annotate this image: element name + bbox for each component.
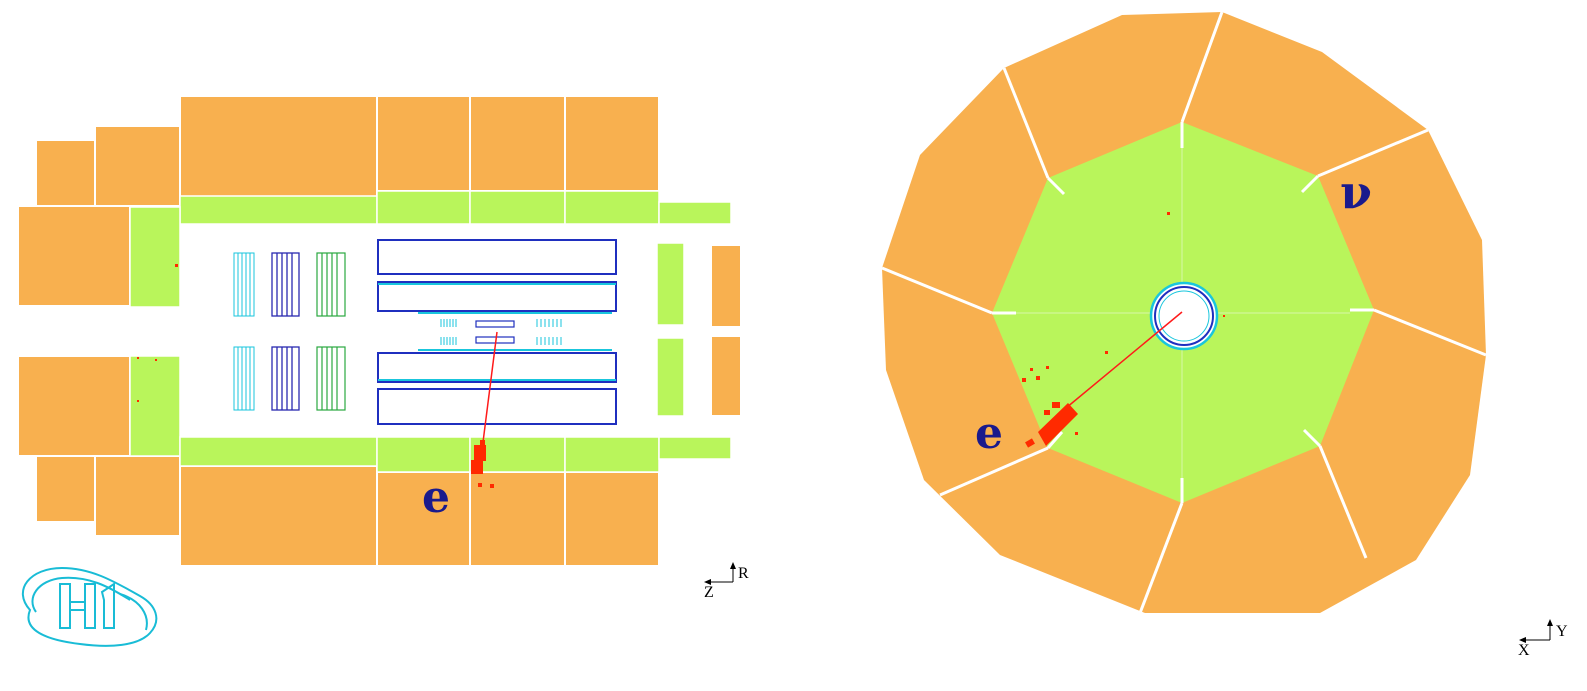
front-central-tracker — [1149, 281, 1219, 351]
axis-r-label: R — [738, 565, 749, 582]
calo-cell — [179, 95, 378, 207]
front-neutrino-label: ν — [1340, 165, 1372, 219]
calo-cell — [564, 95, 660, 192]
calo-cell — [376, 471, 471, 567]
silicon-layer — [475, 320, 515, 328]
silicon-tracker — [475, 320, 515, 344]
electron-track-side — [481, 331, 498, 451]
silicon-strips — [440, 319, 562, 345]
calo-cell — [376, 436, 471, 473]
electron-deposit-side — [137, 264, 494, 488]
side-outer-calorimeter — [17, 95, 660, 567]
h1-logo-icon — [21, 566, 158, 647]
front-electron-label: e — [975, 408, 1003, 459]
calo-cell — [658, 436, 732, 460]
front-inner-ticks — [992, 122, 1374, 503]
calo-cell — [94, 125, 181, 207]
calo-cell — [17, 205, 131, 307]
axis-x-label: X — [1518, 642, 1530, 659]
calo-cell — [376, 190, 471, 225]
xy-axis-indicator: X Y — [1518, 619, 1568, 659]
calo-cell — [656, 337, 685, 417]
forward-tracker-blue — [271, 252, 300, 411]
calo-cell — [564, 471, 660, 567]
calo-cell — [179, 436, 378, 467]
calo-cell — [469, 190, 566, 225]
calo-cell — [469, 95, 566, 192]
calo-cell — [129, 355, 181, 457]
central-tracker — [377, 239, 617, 425]
calo-cell — [469, 471, 566, 567]
calo-cell — [712, 246, 740, 326]
side-view: e Z R — [17, 95, 749, 647]
calo-cell — [376, 95, 471, 192]
calo-cell — [179, 195, 378, 225]
calo-cell — [564, 436, 660, 473]
calo-cell — [35, 455, 96, 523]
calo-cell — [564, 190, 660, 225]
calo-cell — [17, 355, 131, 457]
forward-tracker-green — [316, 252, 346, 411]
calo-cell — [712, 337, 740, 415]
tracker-chamber — [377, 281, 617, 312]
calo-cell — [658, 201, 732, 225]
axis-y-label: Y — [1556, 623, 1568, 640]
tracker-chamber — [377, 239, 617, 275]
axis-z-label: Z — [704, 584, 714, 601]
forward-tracker-cyan — [233, 252, 255, 411]
tracker-chamber — [377, 388, 617, 425]
electron-deposit-front — [1022, 212, 1225, 448]
side-spacal — [712, 246, 740, 415]
front-module-separators — [881, 11, 1487, 614]
front-view: e ν X Y — [881, 11, 1568, 659]
side-electron-label: e — [422, 472, 450, 523]
calo-cell — [179, 465, 378, 567]
calo-cell — [35, 139, 96, 207]
side-inner-calorimeter — [129, 190, 732, 473]
calo-cell — [129, 206, 181, 308]
tracker-chamber — [377, 352, 617, 383]
calo-cell — [656, 242, 685, 326]
zr-axis-indicator: Z R — [704, 562, 749, 601]
electron-track-front — [1065, 311, 1183, 409]
calo-cell — [94, 455, 181, 537]
central-tracker-inner — [378, 283, 616, 381]
